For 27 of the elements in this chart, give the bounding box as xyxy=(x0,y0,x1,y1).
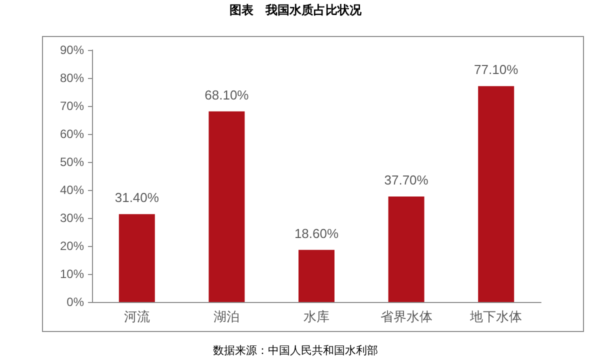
y-tick-label: 0% xyxy=(66,295,84,309)
y-tick-label: 50% xyxy=(60,155,84,169)
y-tick-label: 60% xyxy=(60,127,84,141)
y-tick-label: 30% xyxy=(60,211,84,225)
y-tick-label: 40% xyxy=(60,183,84,197)
x-tick-label: 湖泊 xyxy=(214,309,240,324)
bar xyxy=(478,86,514,302)
bar xyxy=(208,111,245,302)
chart-title: 图表 我国水质占比状况 xyxy=(228,2,362,19)
data-label: 18.60% xyxy=(294,226,339,241)
x-tick-label: 水库 xyxy=(304,309,330,324)
bar xyxy=(388,196,424,302)
data-label: 37.70% xyxy=(384,172,429,188)
x-tick-label: 地下水体 xyxy=(469,309,522,324)
y-tick-label: 80% xyxy=(60,71,84,85)
data-label: 77.10% xyxy=(474,62,519,78)
x-tick-label: 省界水体 xyxy=(380,309,432,324)
bar xyxy=(298,250,334,302)
x-tick-label: 河流 xyxy=(124,309,150,324)
y-tick-label: 70% xyxy=(60,99,84,113)
y-tick-label: 10% xyxy=(60,267,84,281)
data-label: 68.10% xyxy=(204,87,250,102)
y-tick-label: 90% xyxy=(60,43,84,57)
source-note: 数据来源：中国人民共和国水利部 xyxy=(212,343,379,359)
y-tick-label: 20% xyxy=(60,239,84,253)
data-label: 31.40% xyxy=(114,190,160,206)
bar xyxy=(118,214,155,302)
